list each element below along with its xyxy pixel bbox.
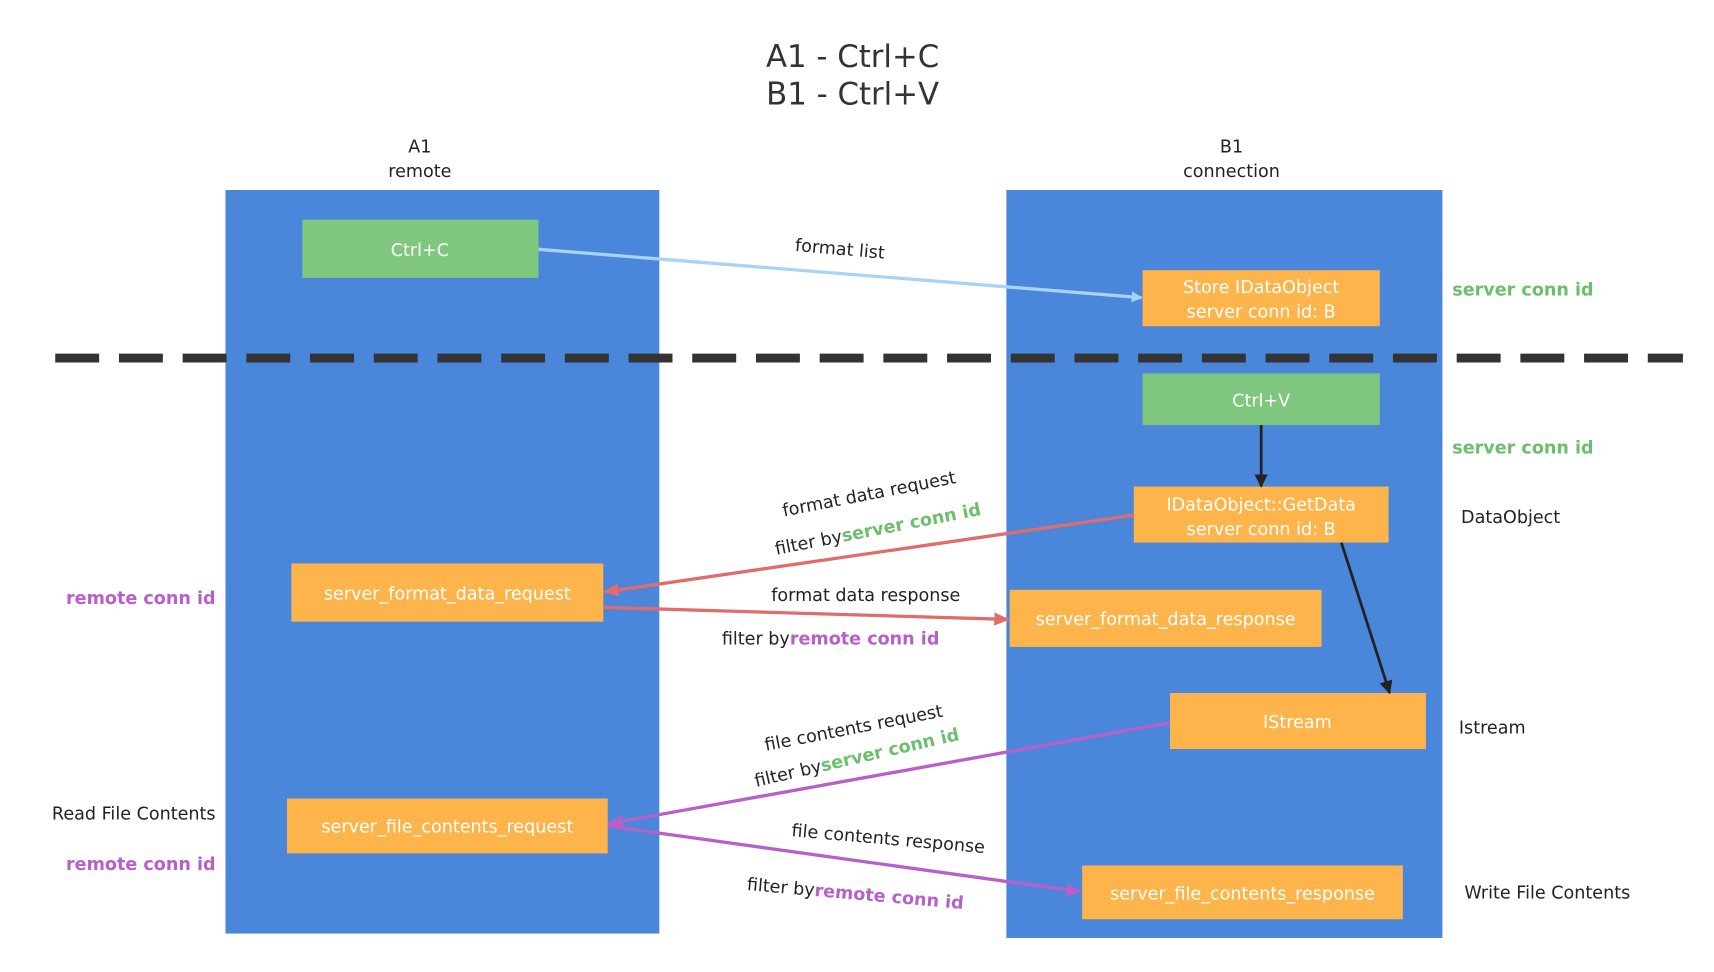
- getdata-label-1: IDataObject::GetData: [1166, 496, 1355, 516]
- file-response-filter-label: filter byremote conn id: [746, 875, 964, 914]
- side-remote-conn-id-2: remote conn id: [66, 855, 216, 875]
- format-list-label: format list: [794, 236, 885, 264]
- side-write-file-contents: Write File Contents: [1464, 883, 1630, 903]
- store-label-2: server conn id: B: [1187, 302, 1336, 322]
- istream-box: IStream: [1170, 693, 1426, 750]
- column-a-role: remote: [388, 162, 451, 182]
- side-istream: Istream: [1459, 719, 1526, 739]
- getdata-to-istream-arrow: [1340, 542, 1393, 695]
- format-data-response-label: format data response: [771, 586, 960, 606]
- format-data-request-arrow: [603, 513, 1135, 597]
- getdata-box: IDataObject::GetData server conn id: B: [1133, 486, 1389, 543]
- ctrl-v-label: Ctrl+V: [1232, 391, 1290, 411]
- file-response-box: server_file_contents_response: [1082, 865, 1403, 920]
- side-dataobject: DataObject: [1461, 508, 1560, 528]
- format-response-box: server_format_data_response: [1009, 589, 1322, 647]
- format-response-filter-label: filter byremote conn id: [722, 630, 940, 650]
- remote-conn-id-text: remote conn id: [790, 630, 940, 650]
- title-line-2: B1 - Ctrl+V: [766, 76, 939, 112]
- format-response-label: server_format_data_response: [1036, 610, 1296, 630]
- file-request-label: server_file_contents_request: [321, 818, 573, 838]
- format-data-response-arrow: [603, 605, 1010, 626]
- file-request-box: server_file_contents_request: [286, 798, 608, 854]
- ctrl-v-box: Ctrl+V: [1142, 373, 1380, 426]
- file-contents-response-label: file contents response: [791, 821, 986, 858]
- remote-conn-id-text: remote conn id: [814, 881, 965, 914]
- store-label-1: Store IDataObject: [1183, 278, 1339, 298]
- side-read-file-contents: Read File Contents: [52, 804, 216, 824]
- file-contents-request-arrow: [607, 721, 1171, 828]
- title-line-1: A1 - Ctrl+C: [766, 39, 939, 75]
- file-response-label: server_file_contents_response: [1110, 885, 1375, 905]
- column-b-name: B1: [1220, 138, 1243, 158]
- filter-by-text: filter by: [746, 875, 815, 901]
- column-a-name: A1: [408, 138, 431, 158]
- getdata-label-2: server conn id: B: [1187, 520, 1336, 540]
- ctrl-c-label: Ctrl+C: [391, 241, 449, 261]
- filter-by-text: filter by: [722, 630, 790, 650]
- filter-by-text: filter by: [773, 527, 844, 560]
- side-remote-conn-id-1: remote conn id: [66, 589, 216, 609]
- ctrl-c-box: Ctrl+C: [302, 219, 539, 278]
- store-dataobject-box: Store IDataObject server conn id: B: [1142, 270, 1380, 327]
- side-server-conn-id-2: server conn id: [1452, 439, 1593, 459]
- file-contents-response-arrow: [607, 824, 1083, 897]
- format-request-label: server_format_data_request: [324, 585, 571, 605]
- istream-label: IStream: [1263, 713, 1332, 733]
- side-server-conn-id-1: server conn id: [1452, 280, 1593, 300]
- format-list-arrow: [538, 247, 1143, 303]
- format-request-box: server_format_data_request: [291, 563, 604, 622]
- column-b-role: connection: [1183, 162, 1280, 182]
